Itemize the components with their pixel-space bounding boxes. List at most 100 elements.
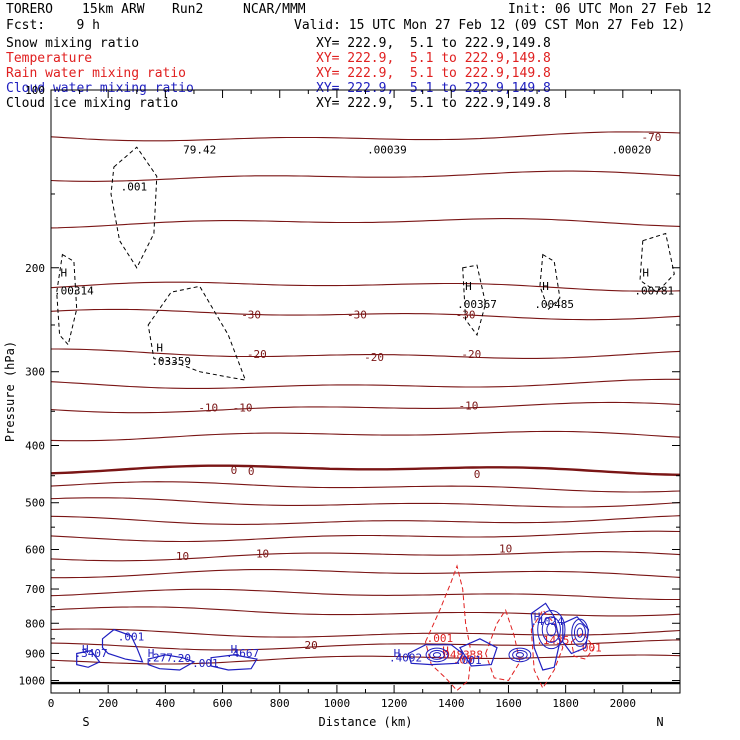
legend-rain-xy: XY= 222.9, 5.1 to 222.9,149.8 xyxy=(316,66,551,81)
cloud-water-contour xyxy=(407,644,464,666)
cloud-water-max-marker: H xyxy=(394,647,401,660)
x-tick-label: 200 xyxy=(98,697,118,710)
isotherm-label: 10 xyxy=(499,543,512,556)
isotherm-line xyxy=(50,551,681,562)
isotherm-label: -20 xyxy=(247,348,267,361)
isotherm-label: 0 xyxy=(231,464,238,477)
cloud-water-label: .4092 xyxy=(389,651,422,664)
cloud-water-core-ring xyxy=(541,616,561,643)
cloud-water-core-ring xyxy=(573,623,586,643)
cloud-water-label: .001 xyxy=(118,631,145,644)
cloud-water-core-ring xyxy=(508,647,532,663)
rain-label: .001 xyxy=(427,632,454,645)
isotherm-line xyxy=(50,430,681,442)
isotherm-line xyxy=(50,606,681,617)
legend-temperature-name: Temperature xyxy=(6,51,93,66)
snow-label: .00367 xyxy=(457,298,497,311)
isotherm-line xyxy=(50,628,681,638)
x-tick-label: 800 xyxy=(270,697,290,710)
x-tick-label: 1200 xyxy=(381,697,408,710)
y-tick-label: 600 xyxy=(25,543,45,556)
isotherm-label: -20 xyxy=(461,348,481,361)
legend-rain-name: Rain water mixing ratio xyxy=(6,66,187,81)
y-tick-label: 800 xyxy=(25,617,45,630)
isotherm-line xyxy=(50,131,681,142)
cloud-water-core-ring xyxy=(429,649,445,660)
isotherm-label: -10 xyxy=(198,402,218,415)
rain-label: .048338 xyxy=(437,649,483,662)
snow-max-marker: H xyxy=(156,341,163,354)
snow-contour xyxy=(639,232,675,293)
isotherm-label: -10 xyxy=(233,402,253,415)
model-org: NCAR/MMM xyxy=(243,2,306,17)
snow-max-marker: H xyxy=(542,280,549,293)
rain-contour xyxy=(424,564,472,692)
snow-label: .03359 xyxy=(151,355,191,368)
init-time: Init: 06 UTC Mon 27 Feb 12 xyxy=(508,2,712,17)
isotherm-line xyxy=(50,308,681,321)
snow-max-marker: H xyxy=(61,267,68,280)
x-tick-label: 400 xyxy=(155,697,175,710)
isotherm-label: 0 xyxy=(248,465,255,478)
rain-contour xyxy=(570,631,595,660)
forecast-hour: Fcst: 9 h xyxy=(6,18,100,33)
isotherm-label: -10 xyxy=(458,399,478,412)
x-tick-label: 0 xyxy=(48,697,55,710)
snow-contour xyxy=(462,264,487,337)
isotherm-line xyxy=(50,218,681,229)
snow-label: .00314 xyxy=(54,285,94,298)
cloud-water-label: .001 xyxy=(455,654,482,667)
x-tick-label: 600 xyxy=(213,697,233,710)
cloud-water-label: .20 xyxy=(171,652,191,665)
x-axis-label: Distance (km) xyxy=(319,715,413,729)
legend-snow-xy: XY= 222.9, 5.1 to 222.9,149.8 xyxy=(316,36,551,51)
snow-max-marker: H xyxy=(642,267,649,280)
legend-cloudwater-xy: XY= 222.9, 5.1 to 222.9,149.8 xyxy=(316,81,551,96)
cloud-water-label: .4024 xyxy=(530,615,563,628)
cloud-water-core-ring xyxy=(537,610,566,650)
isotherm-line xyxy=(50,588,680,601)
isotherm-label: -30 xyxy=(241,309,261,322)
model-resolution: 15km ARW xyxy=(82,2,145,17)
legend-cloudwater-name: Cloud water mixing ratio xyxy=(6,81,194,96)
legend-cloudice-xy: XY= 222.9, 5.1 to 222.9,149.8 xyxy=(316,96,551,111)
isotherm-line xyxy=(50,281,681,292)
cloud-water-contour xyxy=(101,628,144,663)
x-tick-label: 2000 xyxy=(610,697,637,710)
isotherm-label: -70 xyxy=(641,131,661,144)
isotherm-line xyxy=(51,569,681,579)
y-tick-label: 200 xyxy=(25,262,45,275)
isotherm-line xyxy=(50,401,681,414)
south-end-label: S xyxy=(82,715,89,729)
snow-max-marker: H xyxy=(465,280,472,293)
y-tick-label: 500 xyxy=(25,497,45,510)
y-tick-label: 400 xyxy=(25,440,45,453)
snow-contour xyxy=(147,285,247,381)
cloud-water-label: .4667 xyxy=(226,647,259,660)
cloud-ice-label: .00039 xyxy=(367,143,407,156)
cloud-water-max-marker: H xyxy=(231,643,238,656)
cloud-water-core-ring xyxy=(546,622,557,637)
cloud-water-core-ring xyxy=(515,652,525,658)
isotherm-line xyxy=(50,378,680,389)
y-tick-label: 900 xyxy=(25,647,45,660)
isotherm-label: 10 xyxy=(256,548,269,561)
isotherm-line xyxy=(50,170,681,182)
snow-contour xyxy=(110,146,158,269)
y-tick-label: 700 xyxy=(25,583,45,596)
isotherm-label: 10 xyxy=(176,550,189,563)
cloud-water-max-marker: H xyxy=(534,611,541,624)
cloud-ice-label: 79.42 xyxy=(183,143,216,156)
isotherm-label: -30 xyxy=(456,309,476,322)
x-tick-label: 1600 xyxy=(495,697,522,710)
isotherm-line xyxy=(51,348,681,359)
model-run: Run2 xyxy=(172,2,204,17)
cloud-water-max-marker: H xyxy=(148,647,155,660)
isotherm-line xyxy=(50,515,681,525)
isotherm-line xyxy=(50,481,681,493)
snow-label: .00781 xyxy=(634,285,674,298)
isotherm-line xyxy=(50,530,681,543)
cloud-water-contour xyxy=(76,649,101,668)
valid-time: Valid: 15 UTC Mon 27 Feb 12 (09 CST Mon … xyxy=(294,18,686,33)
